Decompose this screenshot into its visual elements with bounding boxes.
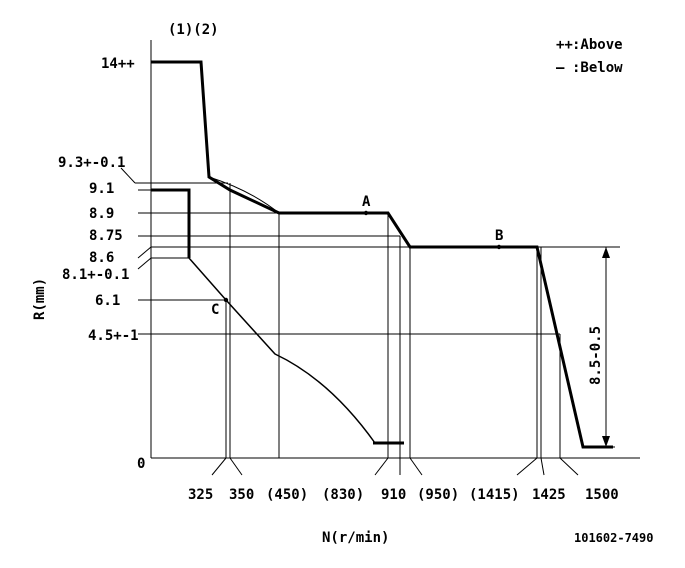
y-axis-label: R(mm) — [32, 278, 48, 320]
tick-lead-950 — [409, 457, 423, 476]
tick-lead-830 — [374, 457, 389, 476]
legend-label-above: :Above — [572, 37, 623, 53]
x-tick-label: 1425 — [532, 487, 566, 503]
tick-lead-1425 — [540, 457, 545, 476]
y-tick-label: 8.9 — [89, 206, 114, 222]
x-tick-label: 1500 — [585, 487, 619, 503]
dimension-arrow-bottom — [602, 436, 610, 447]
legend-symbol-below: — — [556, 60, 565, 76]
y-tick-label: 8.6 — [89, 250, 114, 266]
point-c-marker — [223, 297, 229, 303]
point-a-marker — [363, 210, 369, 216]
y-tick-label: 9.3+-0.1 — [58, 155, 125, 171]
y-tick-label: 9.1 — [89, 181, 114, 197]
point-c-label: C — [211, 302, 219, 318]
figure-id: 101602-7490 — [574, 531, 653, 545]
dimension-arrow-top — [602, 247, 610, 258]
x-tick-label: 350 — [229, 487, 254, 503]
guide-h-8-1-lead — [137, 257, 152, 270]
origin-label: 0 — [137, 456, 145, 472]
tick-lead-350 — [229, 457, 243, 476]
tick-lead-1500 — [559, 457, 579, 476]
y-tick-label: 8.1+-0.1 — [62, 267, 129, 283]
legend-label-below: :Below — [572, 60, 623, 76]
y-tick-label: 14++ — [101, 56, 135, 72]
point-b-marker — [496, 244, 502, 250]
legend-symbol-above: ++ — [556, 37, 573, 53]
series-lower-curve — [188, 257, 376, 444]
x-tick-label: (1415) — [469, 487, 520, 503]
chart-title: (1)(2) — [168, 22, 219, 38]
y-tick-label: 4.5+-1 — [88, 328, 139, 344]
y-tick-label: 8.75 — [89, 228, 123, 244]
point-b-label: B — [495, 228, 503, 244]
x-tick-label: 325 — [188, 487, 213, 503]
x-tick-label: (830) — [322, 487, 364, 503]
guide-h-9-3-lead — [120, 167, 136, 184]
dimension-label: 8.5-0.5 — [588, 326, 604, 385]
y-tick-label: 6.1 — [95, 293, 120, 309]
guide-h-8-6-lead — [137, 246, 152, 259]
x-tick-label: (950) — [417, 487, 459, 503]
point-a-label: A — [362, 194, 371, 210]
x-axis-label: N(r/min) — [322, 530, 389, 546]
tick-lead-325 — [211, 457, 227, 476]
series-upper — [151, 60, 613, 449]
x-tick-label: (450) — [266, 487, 308, 503]
series-lower-step — [151, 188, 191, 258]
tick-lead-1415 — [516, 457, 538, 476]
x-tick-label: 910 — [381, 487, 406, 503]
